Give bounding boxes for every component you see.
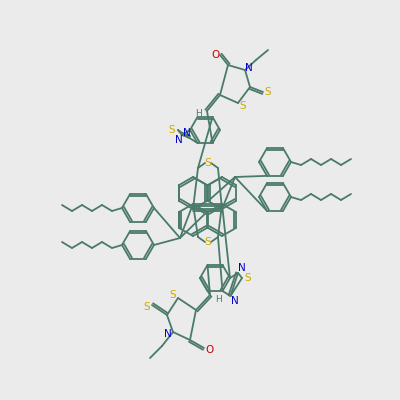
Text: N: N xyxy=(175,135,183,145)
Text: N: N xyxy=(231,296,238,306)
Text: S: S xyxy=(240,101,246,111)
Text: O: O xyxy=(211,50,219,60)
Text: S: S xyxy=(265,87,271,97)
Text: S: S xyxy=(204,237,212,247)
Text: O: O xyxy=(205,345,213,355)
Text: S: S xyxy=(169,125,175,135)
Text: H: H xyxy=(196,110,202,118)
Text: S: S xyxy=(144,302,150,312)
Text: N: N xyxy=(245,63,253,73)
Text: N: N xyxy=(238,263,246,273)
Text: S: S xyxy=(245,273,251,283)
Text: S: S xyxy=(204,158,212,168)
Text: H: H xyxy=(215,296,221,304)
Text: N: N xyxy=(183,128,190,138)
Text: S: S xyxy=(170,290,176,300)
Text: N: N xyxy=(164,329,172,339)
